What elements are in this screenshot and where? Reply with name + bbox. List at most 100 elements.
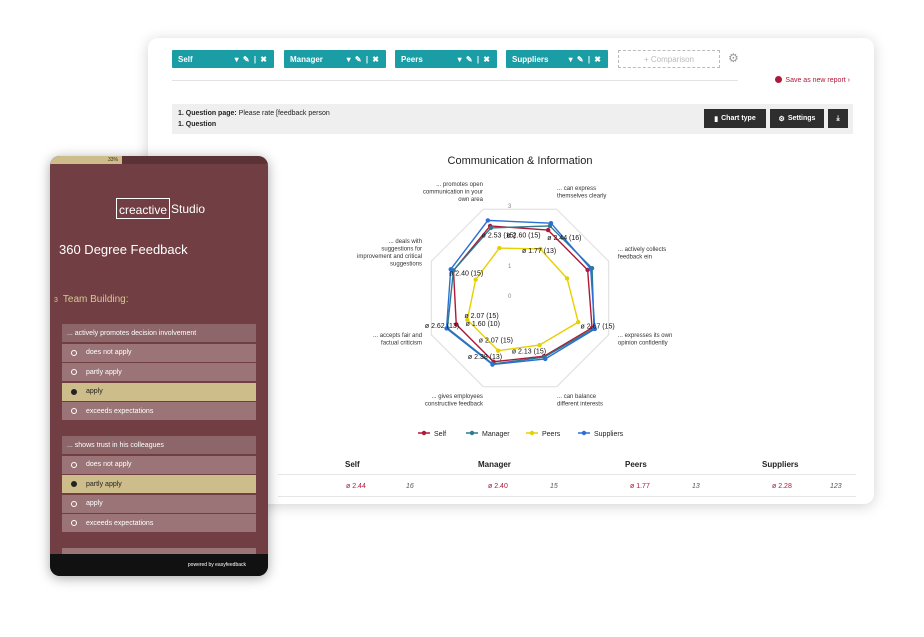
table-cell-avg: ø 2.44: [346, 483, 366, 490]
radar-axis-label: ... deals with suggestions for improvement…: [357, 239, 422, 268]
settings-button[interactable]: ⚙ Settings: [770, 109, 824, 128]
logo-text: Studio: [171, 201, 206, 216]
chevron-right-icon: ›: [845, 77, 850, 84]
radar-point-suppliers: [490, 362, 495, 367]
gear-icon[interactable]: ⚙: [728, 51, 739, 65]
progress-label: 33%: [108, 157, 119, 163]
table-cell-count: 15: [550, 483, 558, 490]
table-cell-avg: ø 1.77: [630, 483, 650, 490]
column-header-suppliers[interactable]: Suppliers: [762, 460, 799, 469]
radar-axis-label: ... gives employees constructive feedback: [425, 394, 484, 408]
radar-point-peers: [564, 276, 570, 281]
legend-marker: [469, 430, 475, 436]
answer-option[interactable]: partly apply: [62, 363, 256, 382]
section-title: Team Building:: [62, 294, 129, 305]
bar-chart-icon: ▮: [714, 115, 719, 123]
radar-point-peers: [537, 342, 542, 348]
chart-type-button[interactable]: ▮ Chart type: [704, 109, 766, 128]
radio-button[interactable]: [62, 369, 86, 376]
survey-title: 360 Degree Feedback: [59, 242, 188, 257]
progress-fill: [50, 156, 122, 164]
answer-option-selected[interactable]: partly apply: [62, 475, 256, 494]
filter-chip-controls[interactable]: ▾ ✎ | ✖: [346, 54, 380, 64]
radio-button[interactable]: [62, 500, 86, 507]
radio-button[interactable]: [62, 461, 86, 468]
filter-chip-manager[interactable]: Manager ▾ ✎ | ✖: [284, 50, 386, 68]
radio-button[interactable]: [62, 520, 86, 527]
answer-option[interactable]: does not apply: [62, 455, 256, 474]
filter-chip-controls[interactable]: ▾ ✎ | ✖: [234, 54, 268, 64]
chart-type-label: Chart type: [721, 115, 756, 122]
radio-button[interactable]: [62, 408, 86, 415]
radar-data-label: ø 2.07 (15): [479, 338, 513, 345]
radar-axis-label: ... can express themselves clearly: [557, 186, 606, 200]
question-label: 1. Question: [178, 121, 217, 128]
report-window: Self ▾ ✎ | ✖ Manager ▾ ✎ | ✖ Peers ▾ ✎ |…: [148, 38, 874, 504]
column-header-manager[interactable]: Manager: [478, 460, 511, 469]
radar-ring-label: 0: [508, 294, 512, 300]
legend-label: Peers: [542, 431, 561, 438]
radar-axis-label: ... can balance different interests: [557, 394, 603, 408]
brand-logo: creactive Studio: [116, 198, 205, 219]
radar-point-peers: [465, 317, 470, 323]
radar-point-manager: [488, 225, 494, 231]
download-button[interactable]: ⤓: [828, 109, 848, 128]
filter-chip-label: Manager: [290, 54, 323, 64]
radar-axis-label: ... expresses its own opinion confidently: [618, 333, 672, 347]
question-header: 1. Question page: Please rate [feedback …: [172, 104, 853, 134]
legend-label: Suppliers: [594, 431, 624, 438]
radar-data-label: ø 2.62 (13): [425, 323, 459, 330]
radar-point-peers: [473, 277, 478, 282]
legend-marker: [581, 430, 587, 436]
answer-option-selected[interactable]: apply: [62, 382, 256, 401]
radar-point-peers: [538, 246, 543, 252]
radar-chart: Communication & Information 0 1 2 3 ... can e…: [357, 155, 672, 438]
radio-button[interactable]: [62, 481, 86, 488]
filter-chip-peers[interactable]: Peers ▾ ✎ | ✖: [395, 50, 497, 68]
radar-point-suppliers: [543, 356, 548, 362]
progress-bar: 33%: [50, 156, 268, 164]
next-question-stub: [62, 548, 256, 556]
option-label: does not apply: [86, 349, 132, 357]
option-label: exceeds expectations: [86, 407, 154, 415]
radar-point-suppliers: [592, 326, 598, 332]
radio-button[interactable]: [62, 349, 86, 356]
answer-option[interactable]: exceeds expectations: [62, 514, 256, 533]
radar-point-self: [545, 227, 551, 233]
download-icon: ⤓: [836, 114, 840, 122]
radar-axis-label: ... promotes open communication in your ow…: [423, 182, 484, 203]
radar-data-label: ø 2.44 (16): [547, 235, 581, 242]
save-report-link[interactable]: Save as new report ›: [775, 76, 850, 84]
answer-option[interactable]: does not apply: [62, 343, 256, 362]
answer-option[interactable]: exceeds expectations: [62, 402, 256, 421]
filter-chip-controls[interactable]: ▾ ✎ | ✖: [568, 54, 602, 64]
radar-data-label: ø 1.60 (10): [466, 321, 500, 328]
filter-chip-label: Self: [178, 54, 193, 64]
answer-option[interactable]: apply: [62, 494, 256, 513]
radar-point-peers: [576, 319, 581, 325]
radar-point-suppliers: [485, 218, 491, 223]
question-group: ... actively promotes decision involveme…: [62, 324, 256, 422]
filter-chip-self[interactable]: Self ▾ ✎ | ✖: [172, 50, 274, 68]
column-header-self[interactable]: Self: [345, 460, 360, 469]
question-page-text: Please rate [feedback person: [236, 110, 330, 117]
radio-button[interactable]: [62, 388, 86, 395]
option-label: apply: [86, 500, 103, 508]
column-header-peers[interactable]: Peers: [625, 460, 647, 469]
divider: [172, 80, 738, 81]
survey-phone: 33% creactive Studio 360 Degree Feedback…: [50, 156, 268, 576]
filter-chip-controls[interactable]: ▾ ✎ | ✖: [457, 54, 491, 64]
filter-chip-suppliers[interactable]: Suppliers ▾ ✎ | ✖: [506, 50, 608, 68]
radar-point-suppliers: [548, 220, 554, 226]
table-cell-avg: ø 2.28: [772, 483, 792, 490]
question-label: ... actively promotes decision involveme…: [62, 324, 256, 342]
add-comparison-button[interactable]: + Comparison: [618, 50, 720, 68]
radar-axis-label: ... actively collects feedback ein: [618, 247, 666, 261]
question-label: ... shows trust in his colleagues: [62, 436, 256, 454]
section-heading: 3 Team Building:: [54, 294, 129, 305]
chart-title: Communication & Information: [448, 155, 593, 167]
radar-point-suppliers: [448, 267, 453, 272]
save-report-label: Save as new report: [785, 77, 846, 84]
option-label: apply: [86, 388, 103, 396]
table-cell-count: 16: [406, 483, 414, 490]
